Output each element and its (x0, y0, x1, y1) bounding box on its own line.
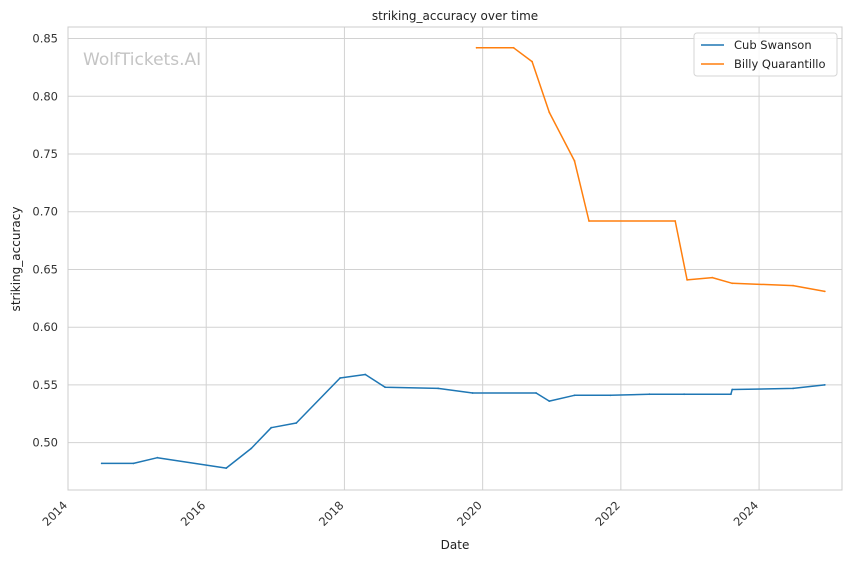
data-point-billy-quarantillo (731, 282, 734, 285)
legend: Cub Swanson Billy Quarantillo (693, 32, 838, 77)
data-point-cub-swanson (730, 393, 732, 396)
data-point-cub-swanson (683, 393, 685, 396)
data-point-cub-swanson (437, 387, 439, 390)
data-point-billy-quarantillo (548, 111, 551, 114)
plot-frame (67, 26, 843, 491)
data-point-cub-swanson (250, 447, 253, 450)
x-axis-label: Date (441, 538, 470, 552)
y-tick-label: 0.85 (32, 32, 58, 46)
data-point-cub-swanson (339, 377, 341, 379)
data-point-cub-swanson (100, 462, 103, 465)
data-point-cub-swanson (225, 467, 228, 469)
data-point-cub-swanson (548, 400, 551, 402)
data-point-cub-swanson (295, 422, 298, 424)
data-point-cub-swanson (792, 387, 794, 390)
data-point-billy-quarantillo (686, 279, 688, 281)
data-point-cub-swanson (535, 392, 537, 394)
data-point-billy-quarantillo (674, 220, 677, 222)
chart-title: striking_accuracy over time (372, 9, 538, 23)
legend-label-billy-quarantillo: Billy Quarantillo (734, 57, 826, 71)
y-tick-label: 0.60 (32, 320, 58, 334)
data-point-cub-swanson (573, 394, 576, 397)
data-point-billy-quarantillo (792, 284, 794, 287)
data-point-billy-quarantillo (531, 60, 533, 63)
series-line-billy-quarantillo (476, 47, 825, 293)
y-tick-label: 0.80 (32, 89, 58, 103)
y-tick-label: 0.50 (32, 436, 58, 450)
y-tick-label: 0.55 (32, 378, 58, 392)
data-point-billy-quarantillo (475, 46, 478, 49)
grid-lines (67, 27, 842, 490)
y-tick-label: 0.75 (32, 147, 58, 161)
data-point-cub-swanson (648, 393, 651, 396)
watermark: WolfTickets.AI (83, 50, 201, 70)
y-tick-label: 0.70 (32, 205, 58, 219)
data-point-cub-swanson (823, 384, 826, 386)
data-point-cub-swanson (609, 394, 612, 397)
y-axis-label: striking_accuracy (9, 207, 23, 312)
data-point-cub-swanson (471, 392, 474, 394)
data-point-cub-swanson (156, 456, 159, 459)
data-point-cub-swanson (270, 426, 273, 429)
data-point-billy-quarantillo (573, 160, 576, 162)
series-layer (100, 46, 826, 469)
data-point-billy-quarantillo (588, 220, 590, 222)
data-point-cub-swanson (384, 386, 386, 389)
y-tick-labels: 0.50 0.55 0.60 0.65 0.70 0.75 0.80 0.85 (32, 32, 58, 450)
data-point-cub-swanson (364, 373, 367, 376)
y-tick-label: 0.65 (32, 262, 58, 276)
data-point-cub-swanson (132, 462, 135, 465)
data-point-billy-quarantillo (512, 46, 515, 49)
legend-label-cub-swanson: Cub Swanson (734, 38, 812, 52)
legend-box (693, 32, 838, 77)
data-point-billy-quarantillo (711, 276, 714, 279)
series-line-cub-swanson (101, 373, 825, 469)
data-point-billy-quarantillo (823, 290, 826, 293)
data-point-cub-swanson (731, 388, 734, 391)
